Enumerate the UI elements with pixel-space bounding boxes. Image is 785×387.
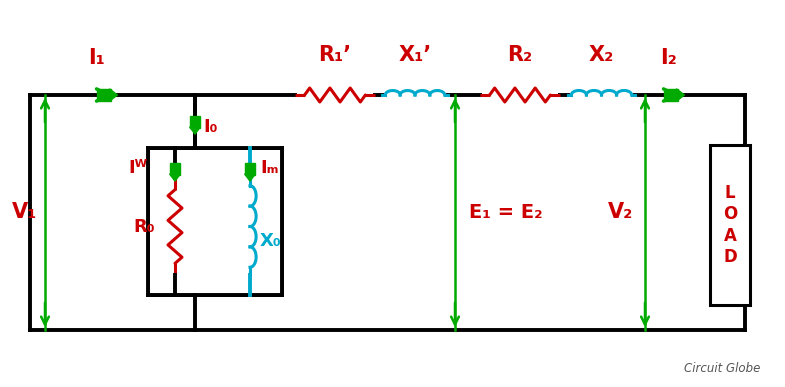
Text: V₁: V₁ [12, 202, 37, 223]
Bar [245, 163, 255, 175]
Text: I₂: I₂ [660, 48, 677, 68]
Text: X₀: X₀ [260, 233, 282, 250]
Text: X₁’: X₁’ [398, 45, 432, 65]
Polygon shape [170, 174, 181, 181]
Bar [97, 89, 111, 101]
Polygon shape [245, 174, 255, 181]
Text: Circuit Globe: Circuit Globe [684, 362, 760, 375]
Bar [190, 116, 200, 128]
Text: X₂: X₂ [589, 45, 614, 65]
Text: E₁ = E₂: E₁ = E₂ [469, 203, 542, 222]
Text: L
O
A
D: L O A D [723, 184, 737, 266]
Text: V₂: V₂ [608, 202, 633, 223]
Polygon shape [190, 127, 200, 134]
Bar [148, 148, 282, 295]
Text: I₀: I₀ [203, 118, 217, 136]
Polygon shape [677, 89, 685, 101]
Text: Iᵂ: Iᵂ [128, 159, 147, 177]
Bar [664, 89, 677, 101]
Text: Iₘ: Iₘ [260, 159, 279, 177]
Text: I₁: I₁ [88, 48, 104, 68]
Text: R₁’: R₁’ [319, 45, 352, 65]
Polygon shape [109, 89, 118, 101]
Bar [710, 145, 750, 305]
Bar [170, 163, 181, 175]
Text: R₂: R₂ [507, 45, 532, 65]
Text: R₀: R₀ [133, 217, 155, 236]
